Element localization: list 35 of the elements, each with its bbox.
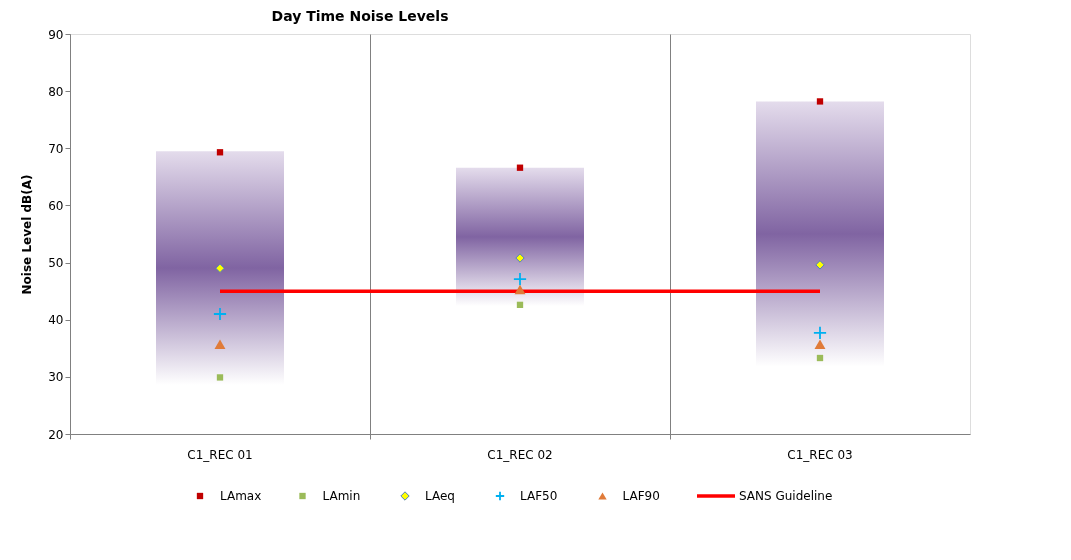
point xyxy=(514,284,526,295)
bar xyxy=(456,167,584,306)
point xyxy=(816,354,824,362)
point xyxy=(515,253,525,263)
point xyxy=(516,164,524,171)
x-tick-label: C1_REC 03 xyxy=(787,447,853,462)
point xyxy=(215,263,225,273)
y-tick-label: 30 xyxy=(48,370,64,385)
chart-title: Day Time Noise Levels xyxy=(271,8,449,24)
x-tick-label: C1_REC 01 xyxy=(187,447,253,462)
legend-label: SANS Guideline xyxy=(739,489,833,503)
legend-label: LAmax xyxy=(220,489,262,503)
y-tick-label: 20 xyxy=(48,427,64,442)
y-tick-label: 70 xyxy=(48,141,64,156)
y-tick-label: 80 xyxy=(48,84,64,99)
point xyxy=(815,260,825,270)
legend-label: LAF90 xyxy=(622,489,660,503)
y-tick-label: 40 xyxy=(48,313,64,328)
point xyxy=(216,374,224,381)
point xyxy=(216,149,224,156)
point xyxy=(214,339,226,350)
y-tick-label: 50 xyxy=(48,256,64,271)
legend-label: LAmin xyxy=(322,489,361,503)
y-axis-title: Noise Level dB(A) xyxy=(20,174,35,295)
point xyxy=(212,306,228,322)
x-tick-label: C1_REC 02 xyxy=(487,447,553,462)
point xyxy=(814,339,826,350)
legend-label: LAF50 xyxy=(520,489,558,503)
point xyxy=(816,98,824,105)
point xyxy=(812,325,828,340)
y-tick-label: 90 xyxy=(48,27,64,42)
point xyxy=(516,301,524,309)
legend-label: LAeq xyxy=(425,489,455,503)
y-tick-label: 60 xyxy=(48,198,64,213)
point xyxy=(512,272,528,287)
